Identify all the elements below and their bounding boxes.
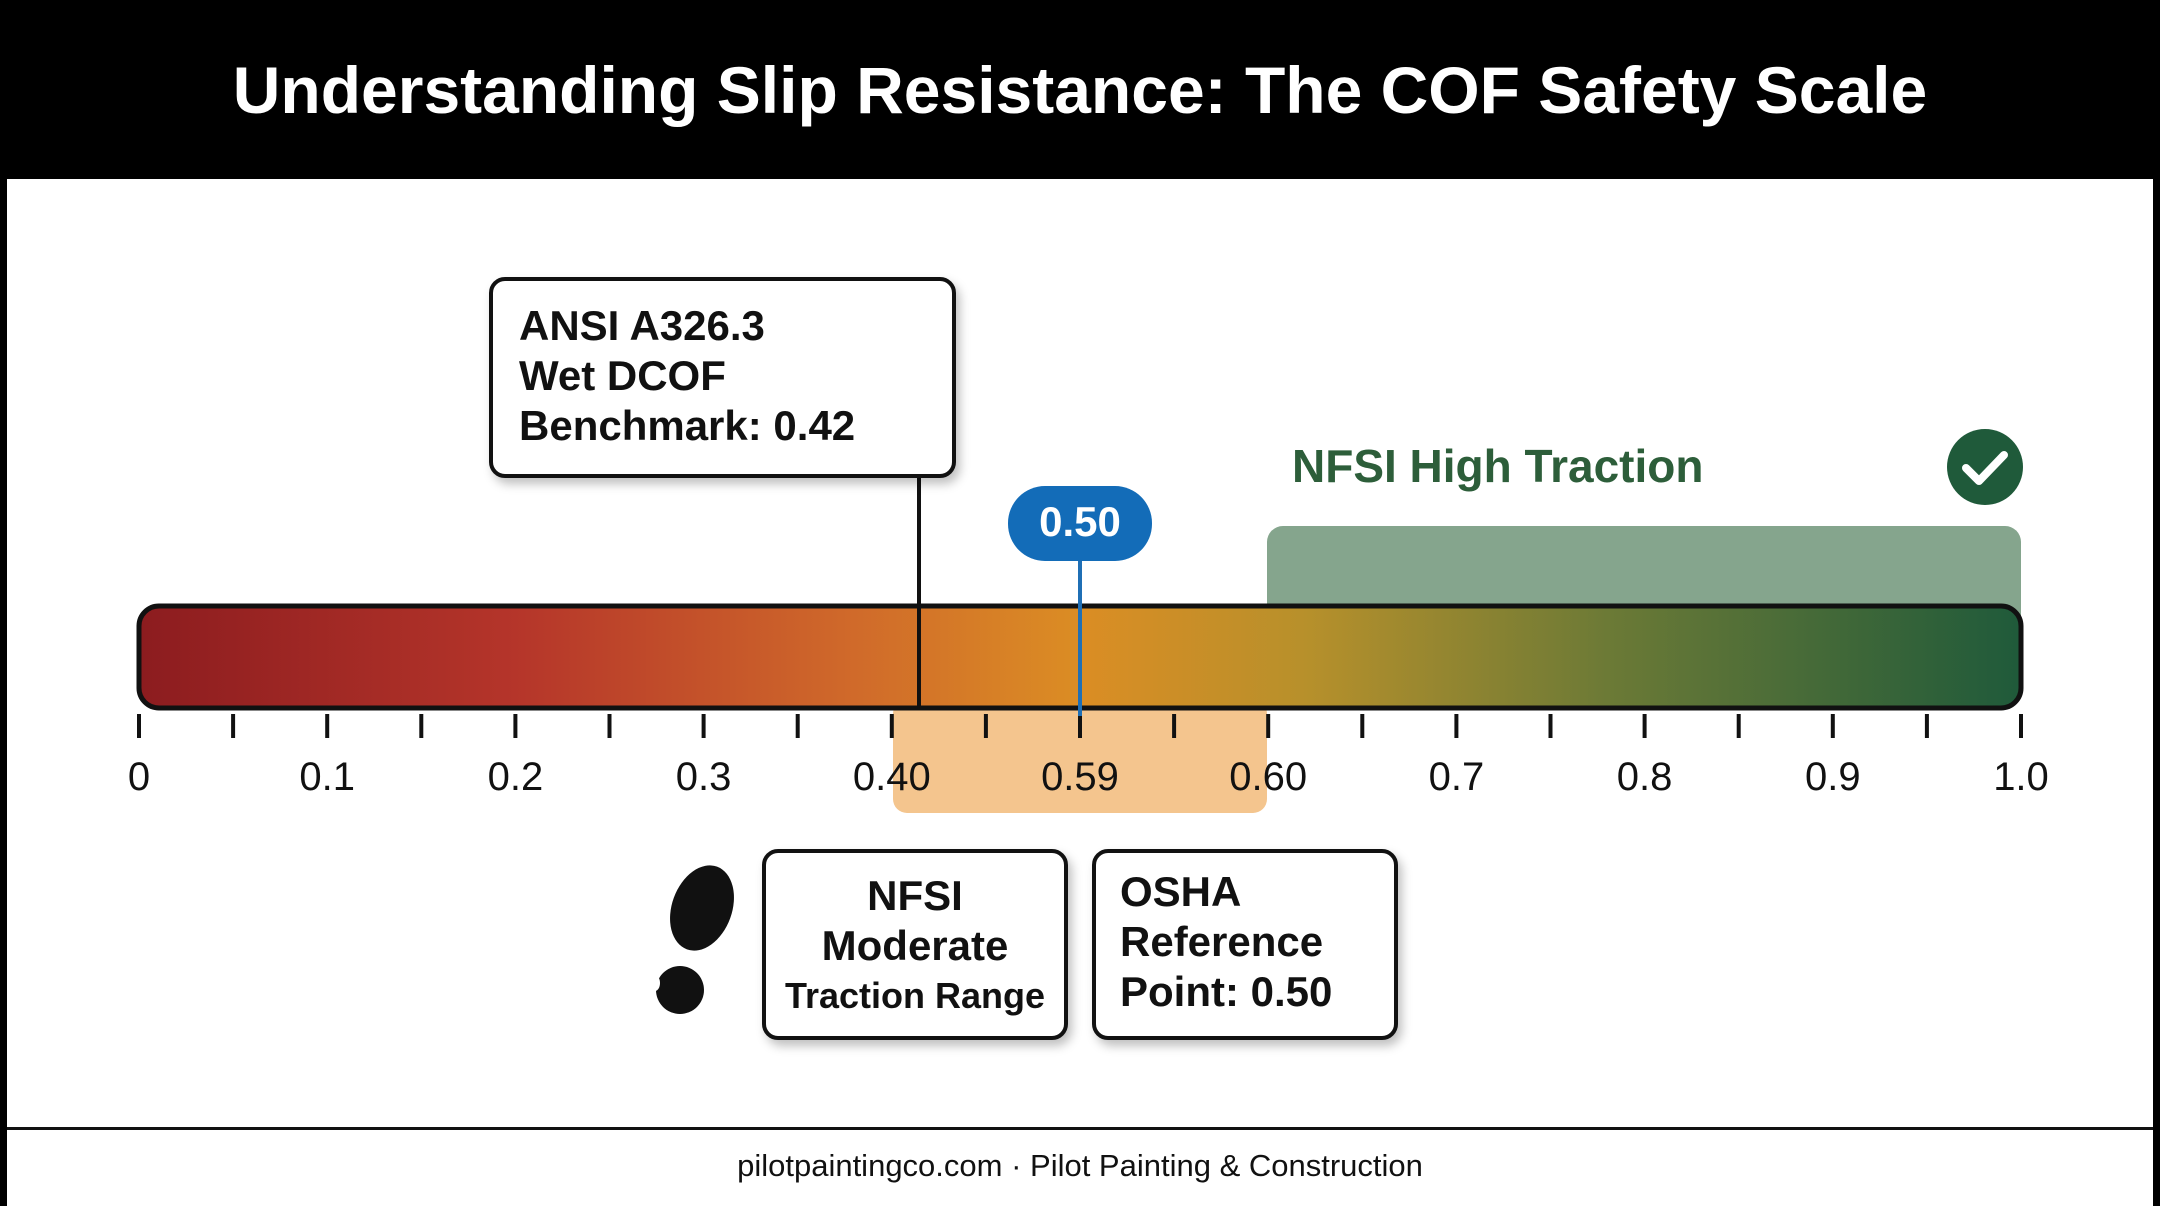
boot-prints bbox=[650, 865, 734, 1014]
tick-label: 0.1 bbox=[299, 755, 355, 799]
high-traction-label: NFSI High Traction bbox=[1292, 440, 1703, 492]
callout-line: Traction Range bbox=[784, 975, 1046, 1016]
callout-line: Point: 0.50 bbox=[1120, 968, 1333, 1015]
callout-line: Reference bbox=[1120, 918, 1324, 965]
footer: pilotpaintingco.com · Pilot Painting & C… bbox=[0, 1148, 2160, 1184]
callout-line: OSHA bbox=[1120, 868, 1242, 915]
tick-label: 0.60 bbox=[1229, 755, 1307, 799]
header: Understanding Slip Resistance: The COF S… bbox=[0, 0, 2160, 179]
callout-line: NFSI bbox=[867, 872, 963, 919]
tick-label: 1.0 bbox=[1993, 755, 2049, 799]
check-icon bbox=[1947, 429, 2023, 505]
tick-label: 0.3 bbox=[676, 755, 732, 799]
callout-line: Benchmark: 0.42 bbox=[519, 402, 856, 449]
badge bbox=[1008, 486, 1152, 561]
tick-label: 0.7 bbox=[1429, 755, 1485, 799]
footer-divider bbox=[7, 1127, 2153, 1130]
footer-text: pilotpaintingco.com · Pilot Painting & C… bbox=[737, 1148, 1423, 1183]
tick-label: 0.9 bbox=[1805, 755, 1861, 799]
tick-label: 0.40 bbox=[853, 755, 931, 799]
tick-label: 0.8 bbox=[1617, 755, 1673, 799]
ansi-callout: ANSI A326.3 Wet DCOF Benchmark: 0.42 bbox=[489, 277, 956, 478]
title: Understanding Slip Resistance: The COF S… bbox=[232, 52, 1928, 127]
tick-label: 0.59 bbox=[1041, 755, 1119, 799]
callout-line: Moderate bbox=[821, 922, 1009, 969]
osha-callout: OSHA Reference Point: 0.50 bbox=[1092, 849, 1398, 1040]
nfsi-callout: NFSI Moderate Traction Range bbox=[762, 849, 1068, 1040]
ticks: 0 0.1 0.2 0.3 0.40 0.59 0.60 0.7 0.8 0.9 1.0 bbox=[128, 714, 2049, 799]
callout-line: Wet DCOF bbox=[519, 352, 726, 399]
badge-text: 0.50 bbox=[1039, 498, 1121, 545]
tick-label: 0 bbox=[128, 755, 150, 799]
tick-label: 0.2 bbox=[488, 755, 544, 799]
callout-line: ANSI A326.3 bbox=[519, 302, 765, 349]
check-mark bbox=[1962, 451, 2008, 485]
